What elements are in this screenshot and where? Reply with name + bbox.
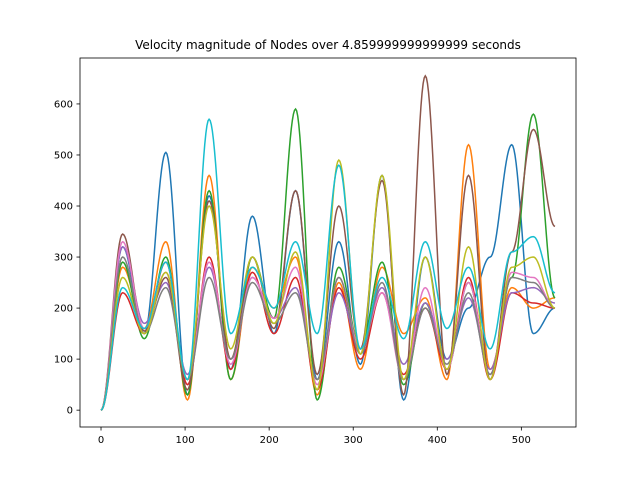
y-tick-label: 200 [54, 304, 73, 315]
plot-frame [79, 57, 577, 428]
x-axis: 0 100 200 300 400 500 [98, 427, 531, 446]
chart-title: Velocity magnitude of Nodes over 4.85999… [135, 38, 521, 52]
x-tick-label: 200 [260, 435, 279, 446]
y-tick-label: 600 [54, 99, 73, 110]
series-line-10 [100, 117, 556, 411]
y-axis: 0 100 200 300 400 500 600 [54, 99, 80, 417]
x-tick-label: 400 [428, 435, 447, 446]
y-tick-label: 0 [67, 406, 73, 417]
y-tick-label: 100 [54, 355, 73, 366]
y-tick-label: 500 [54, 150, 73, 161]
x-tick-label: 500 [512, 435, 531, 446]
plot-area [100, 74, 556, 411]
x-tick-label: 100 [176, 435, 195, 446]
x-tick-label: 300 [344, 435, 363, 446]
y-tick-label: 300 [54, 253, 73, 264]
series-line-8 [100, 256, 556, 411]
y-tick-label: 400 [54, 202, 73, 213]
x-tick-label: 0 [98, 435, 104, 446]
